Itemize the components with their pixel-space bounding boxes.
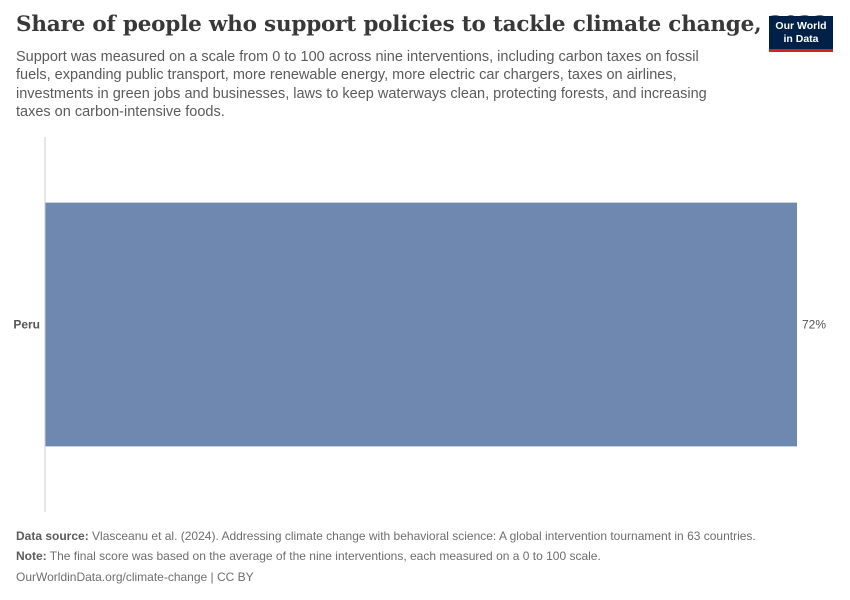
logo-line-1: Our World bbox=[775, 20, 827, 32]
data-source-text[interactable]: Vlasceanu et al. (2024). Addressing clim… bbox=[88, 529, 756, 543]
value-label: 72% bbox=[802, 318, 826, 332]
category-label: Peru bbox=[13, 318, 40, 332]
note-label: Note: bbox=[16, 549, 47, 563]
chart-note: Note: The final score was based on the a… bbox=[16, 549, 836, 565]
credit-link[interactable]: OurWorldinData.org/climate-change | CC B… bbox=[16, 570, 254, 584]
data-source: Data source: Vlasceanu et al. (2024). Ad… bbox=[16, 529, 836, 545]
owid-logo[interactable]: Our World in Data bbox=[769, 16, 833, 52]
chart-title: Share of people who support policies to … bbox=[16, 12, 828, 37]
note-text: The final score was based on the average… bbox=[46, 549, 601, 563]
bar-peru[interactable] bbox=[45, 202, 798, 447]
logo-line-2: in Data bbox=[783, 32, 819, 45]
chart-subtitle: Support was measured on a scale from 0 t… bbox=[16, 49, 707, 121]
data-source-label: Data source: bbox=[16, 529, 89, 543]
